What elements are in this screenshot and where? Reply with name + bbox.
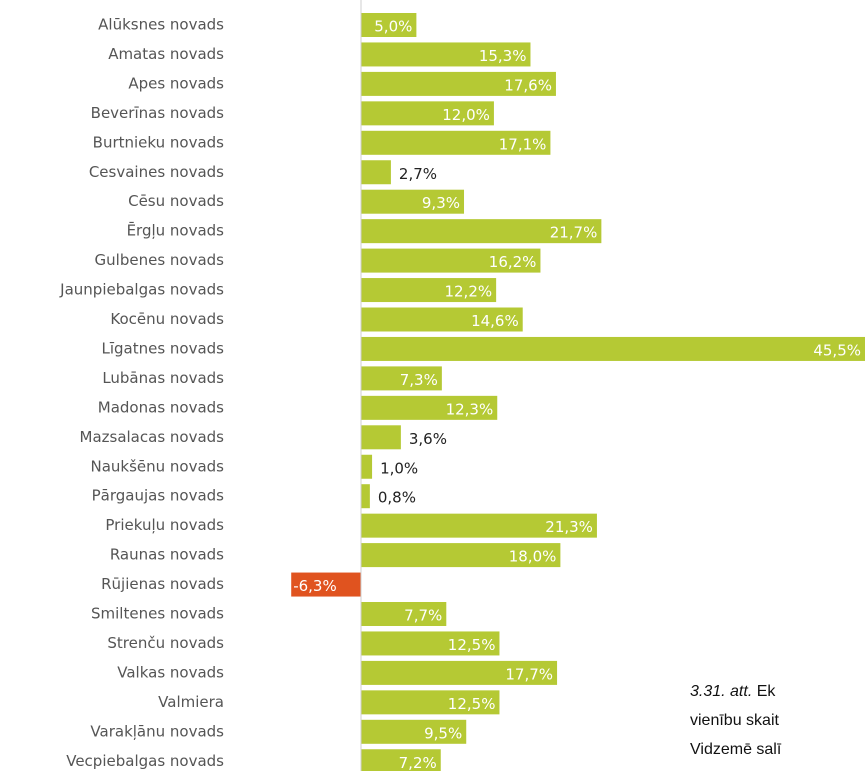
data-label: 18,0% [509, 548, 557, 566]
bar [361, 631, 500, 656]
bar [361, 602, 447, 626]
data-label: 16,2% [489, 253, 537, 271]
data-label: 21,7% [550, 224, 598, 242]
caption-line: 3.31. att. Ek [690, 683, 776, 700]
bar [361, 454, 373, 479]
data-label: 14,6% [471, 312, 519, 330]
data-label: 17,6% [504, 76, 552, 94]
bar [361, 660, 558, 685]
data-label: 12,0% [442, 106, 490, 124]
category-label: Priekuļu novads [105, 516, 224, 534]
bar [361, 366, 442, 391]
bar [361, 543, 561, 568]
data-label: 0,8% [378, 489, 416, 507]
bar [361, 130, 551, 155]
data-label: 9,5% [424, 724, 462, 742]
caption-line: vienību skait [690, 712, 779, 729]
data-label: 21,3% [545, 518, 593, 536]
category-label: Raunas novads [110, 546, 224, 564]
bar [361, 13, 417, 37]
category-label: Kocēnu novads [110, 310, 224, 328]
category-label: Rūjienas novads [101, 575, 224, 593]
bar [361, 719, 467, 744]
data-label: 15,3% [479, 47, 527, 65]
data-label: 3,6% [409, 430, 447, 448]
category-label: Jaunpiebalgas novads [59, 281, 224, 299]
bar [361, 101, 494, 126]
category-label: Vecpiebalgas novads [66, 752, 224, 770]
caption-text: Ek [757, 683, 777, 700]
data-label: 9,3% [422, 194, 460, 212]
category-label: Naukšēnu novads [90, 457, 224, 475]
data-label: 2,7% [399, 165, 437, 183]
bar [361, 395, 498, 420]
caption-line: Vidzemē salī [690, 741, 782, 758]
bar [361, 248, 541, 273]
data-label: 12,5% [448, 695, 496, 713]
bar [361, 690, 500, 715]
bar [361, 278, 497, 303]
category-label: Pārgaujas novads [92, 487, 225, 505]
category-label: Amatas novads [108, 45, 224, 63]
category-label: Lubānas novads [102, 369, 224, 387]
category-label: Ērgļu novads [127, 222, 225, 240]
category-label: Cēsu novads [128, 192, 224, 210]
caption-number: 3.31. att. [690, 683, 752, 700]
data-label: -6,3% [293, 577, 337, 595]
category-label: Valmiera [158, 693, 224, 711]
bar [361, 513, 597, 538]
data-label: 7,3% [400, 371, 438, 389]
category-label: Smiltenes novads [91, 605, 224, 623]
data-label: 17,1% [499, 135, 547, 153]
category-label: Mazsalacas novads [80, 428, 225, 446]
data-label: 12,3% [446, 400, 494, 418]
bar [361, 219, 602, 244]
data-label: 5,0% [374, 18, 412, 36]
data-label: 12,2% [444, 283, 492, 301]
data-label: 17,7% [505, 665, 553, 683]
category-label: Madonas novads [98, 398, 224, 416]
category-label: Strenču novads [107, 634, 224, 652]
category-label: Burtnieku novads [93, 133, 225, 151]
data-label: 1,0% [380, 459, 418, 477]
data-label: 45,5% [813, 341, 861, 359]
category-label: Alūksnes novads [98, 16, 224, 34]
category-label: Cesvaines novads [89, 163, 224, 181]
bar [361, 336, 865, 361]
bar [361, 425, 401, 450]
bar [361, 749, 441, 771]
category-label: Varakļānu novads [90, 722, 224, 740]
category-label: Apes novads [128, 74, 224, 92]
bar [361, 160, 391, 185]
bar [361, 42, 531, 67]
data-label: 7,7% [404, 607, 442, 625]
bar [361, 189, 465, 214]
data-label: 7,2% [399, 754, 437, 771]
caption: 3.31. att. Ek vienību skait Vidzemē salī [690, 683, 782, 758]
category-label: Valkas novads [117, 663, 224, 681]
bar [361, 307, 523, 332]
bar [291, 572, 361, 597]
data-label: 12,5% [448, 636, 496, 654]
bar [361, 71, 556, 96]
category-label: Līgatnes novads [101, 339, 224, 357]
category-label: Beverīnas novads [91, 104, 225, 122]
category-label: Gulbenes novads [95, 251, 225, 269]
bar [361, 484, 370, 509]
